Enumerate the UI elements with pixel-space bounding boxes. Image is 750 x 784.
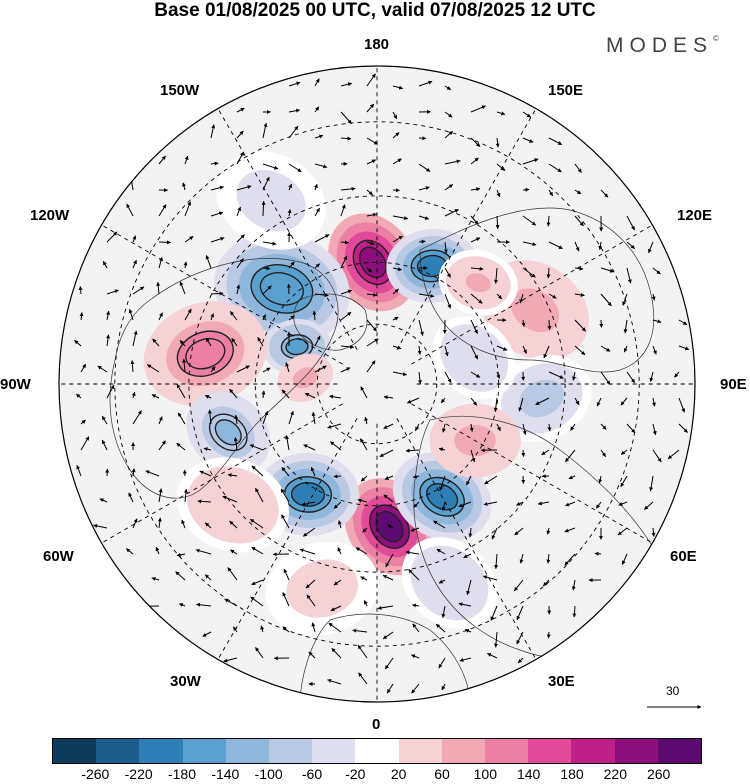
wind-vector	[523, 189, 529, 190]
lon-label-30e: 30E	[548, 673, 575, 690]
colorbar-segment	[312, 739, 355, 763]
lon-label-90e: 90E	[720, 376, 747, 393]
colorbar-segment	[226, 739, 269, 763]
colorbar-tick-label: -220	[125, 766, 153, 782]
reference-vector-arrow	[645, 686, 705, 716]
colorbar-tick-label: 60	[434, 766, 450, 782]
colorbar-segment	[442, 739, 485, 763]
colorbar-segment	[269, 739, 312, 763]
colorbar-tick-label: -180	[168, 766, 196, 782]
colorbar-ticks: -260 -220 -180 -140 -100 -60 -20 20 60 100 140 180 2…	[0, 766, 750, 784]
lon-label-180: 180	[364, 36, 389, 53]
lon-label-120e: 120E	[677, 207, 712, 224]
wind-vector	[595, 553, 601, 554]
colorbar-tick-label: 220	[604, 766, 627, 782]
colorbar-tick-label: 260	[647, 766, 670, 782]
polar-stereographic-map	[0, 0, 750, 735]
colorbar-tick-label: -20	[345, 766, 365, 782]
colorbar-segment	[571, 739, 614, 763]
colorbar-tick-label: -100	[255, 766, 283, 782]
colorbar-segment	[139, 739, 182, 763]
colorbar	[52, 738, 702, 764]
colorbar-tick-label: -60	[302, 766, 322, 782]
lon-label-0: 0	[372, 716, 380, 733]
colorbar-tick-label: -140	[211, 766, 239, 782]
lon-label-150e: 150E	[548, 82, 583, 99]
lon-label-90w: 90W	[0, 376, 31, 393]
lon-label-60w: 60W	[43, 548, 74, 565]
colorbar-tick-label: -260	[81, 766, 109, 782]
wind-vector	[549, 320, 550, 330]
colorbar-tick-label: 20	[391, 766, 407, 782]
lon-label-120w: 120W	[30, 207, 69, 224]
colorbar-tick-label: 180	[560, 766, 583, 782]
wind-vector	[211, 293, 223, 294]
colorbar-segment	[399, 739, 442, 763]
lon-label-30w: 30W	[170, 673, 201, 690]
colorbar-segment	[658, 739, 701, 763]
wind-vector	[263, 201, 264, 216]
colorbar-tick-label: 140	[517, 766, 540, 782]
colorbar-segment	[96, 739, 139, 763]
map-background	[0, 0, 750, 735]
lon-label-60e: 60E	[670, 548, 697, 565]
wind-vector	[548, 632, 549, 638]
colorbar-segment	[615, 739, 658, 763]
wind-vector	[601, 320, 602, 327]
colorbar-segment	[528, 739, 571, 763]
wind-vector	[159, 242, 171, 243]
colorbar-segment	[485, 739, 528, 763]
colorbar-segment	[355, 739, 398, 763]
wind-vector	[523, 450, 524, 457]
colorbar-segment	[183, 739, 226, 763]
colorbar-segment	[53, 739, 96, 763]
lon-label-150w: 150W	[160, 82, 199, 99]
colorbar-tick-label: 100	[474, 766, 497, 782]
wind-vector	[334, 476, 341, 477]
